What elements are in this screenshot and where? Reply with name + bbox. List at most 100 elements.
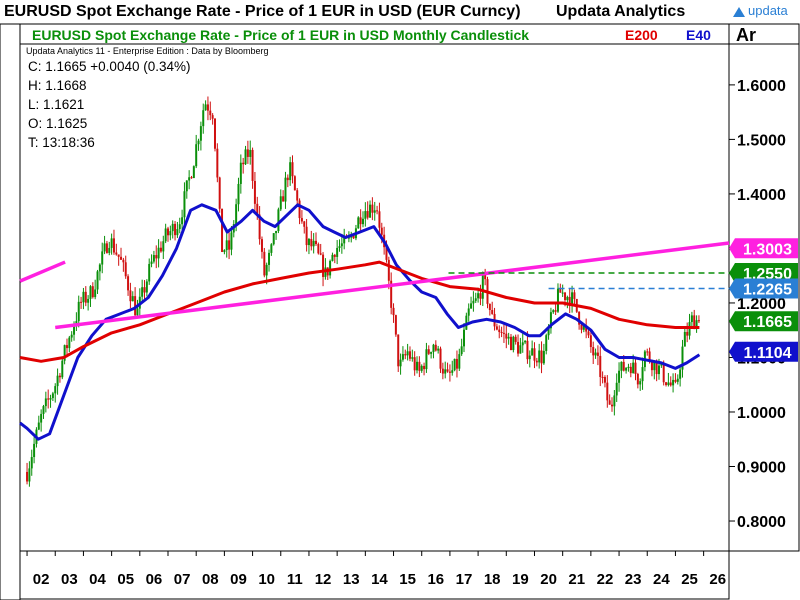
candle-body xyxy=(164,228,167,242)
candle-body xyxy=(427,349,430,354)
candle-body xyxy=(77,301,80,322)
x-tick-label: 18 xyxy=(484,571,501,588)
candle-body xyxy=(603,377,606,383)
candle-body xyxy=(669,382,672,386)
candle-body xyxy=(636,374,639,385)
candle-body xyxy=(667,382,670,385)
candle-body xyxy=(265,264,268,276)
candle-body xyxy=(244,149,247,165)
candle-body xyxy=(329,260,332,276)
time-axis-panel xyxy=(19,550,730,600)
candle-body xyxy=(549,312,552,329)
candle-body xyxy=(665,382,668,385)
candle-body xyxy=(441,368,444,374)
x-tick-label: 17 xyxy=(456,571,473,588)
candle-body xyxy=(195,144,198,167)
logo-triangle-icon xyxy=(733,6,745,17)
x-tick-label: 13 xyxy=(343,571,360,588)
candle-body xyxy=(580,324,583,330)
candle-body xyxy=(246,149,249,157)
candle-body xyxy=(253,180,256,204)
candle-body xyxy=(495,326,498,330)
candle-body xyxy=(251,149,254,181)
candle-body xyxy=(629,366,632,374)
candle-body xyxy=(112,238,115,253)
candle-body xyxy=(444,369,447,374)
candle-body xyxy=(599,355,602,377)
y-tick-label: 0.9000 xyxy=(737,460,786,477)
candle-body xyxy=(366,211,369,218)
candle-body xyxy=(378,211,381,228)
price-tag-label: 1.1104 xyxy=(743,345,791,362)
candle-body xyxy=(566,296,569,301)
candle-body xyxy=(192,166,195,179)
candle-body xyxy=(451,370,454,373)
candle-body xyxy=(620,361,623,371)
candle-body xyxy=(223,250,226,252)
candle-body xyxy=(660,364,663,366)
candle-body xyxy=(202,110,205,127)
candle-body xyxy=(634,362,637,375)
candle-body xyxy=(488,303,491,310)
candle-body xyxy=(141,287,144,297)
candle-body xyxy=(124,262,127,277)
candle-body xyxy=(279,196,282,210)
candle-body xyxy=(394,315,397,335)
candle-body xyxy=(84,291,87,303)
candle-body xyxy=(418,361,421,371)
candle-body xyxy=(404,354,407,356)
candle-body xyxy=(211,115,214,119)
candle-body xyxy=(336,247,339,257)
candle-body xyxy=(272,233,275,245)
candle-body xyxy=(303,221,306,227)
candle-body xyxy=(162,241,165,252)
candle-body xyxy=(439,348,442,369)
candle-body xyxy=(674,379,677,382)
candle-body xyxy=(686,331,689,336)
candle-body xyxy=(176,229,179,236)
x-tick-label: 04 xyxy=(89,571,106,588)
candle-body xyxy=(481,274,484,299)
candle-body xyxy=(338,246,341,248)
candle-body xyxy=(228,240,231,250)
candle-body xyxy=(611,404,614,407)
candle-body xyxy=(408,351,411,359)
candle-body xyxy=(613,395,616,407)
candle-body xyxy=(514,336,517,342)
candle-body xyxy=(385,247,388,260)
candle-body xyxy=(399,359,402,367)
candle-body xyxy=(556,288,559,312)
candle-body xyxy=(526,340,529,360)
price-tag-label: 1.1665 xyxy=(743,314,792,331)
candle-body xyxy=(105,243,108,253)
candle-body xyxy=(310,238,313,247)
candle-body xyxy=(120,256,123,260)
candle-body xyxy=(239,162,242,184)
x-tick-label: 02 xyxy=(33,571,50,588)
candle-body xyxy=(49,398,52,400)
ohlc-high: H: 1.1668 xyxy=(28,78,87,93)
candle-body xyxy=(632,362,635,374)
candle-body xyxy=(122,259,125,263)
candle-body xyxy=(131,296,134,302)
candle-body xyxy=(216,148,219,178)
candle-body xyxy=(589,335,592,348)
candle-body xyxy=(453,358,456,371)
candle-body xyxy=(460,346,463,355)
candle-body xyxy=(98,264,101,272)
candle-body xyxy=(470,303,473,309)
candle-body xyxy=(373,210,376,213)
candle-body xyxy=(547,328,550,336)
candle-body xyxy=(458,354,461,369)
candle-body xyxy=(615,382,618,396)
candle-body xyxy=(87,298,90,303)
main-title: EURUSD Spot Exchange Rate - Price of 1 E… xyxy=(4,3,521,20)
y-tick-label: 0.8000 xyxy=(737,514,786,531)
candle-body xyxy=(169,231,172,236)
candle-body xyxy=(653,360,656,371)
candle-body xyxy=(625,367,628,371)
candle-body xyxy=(117,254,120,257)
candle-body xyxy=(585,325,588,332)
x-tick-label: 23 xyxy=(625,571,642,588)
